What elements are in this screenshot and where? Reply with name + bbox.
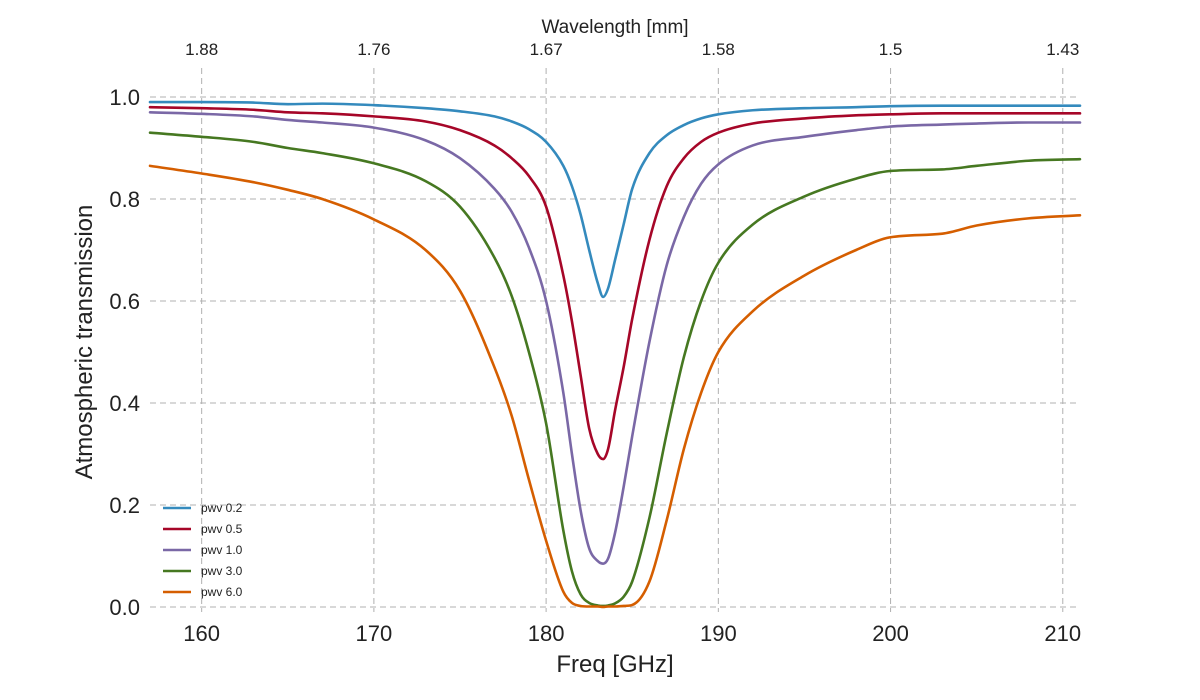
x-tick-label: 210: [1044, 621, 1081, 646]
x-tick-label: 180: [528, 621, 565, 646]
y-tick-label: 0.4: [109, 391, 140, 416]
tick-labels: 160 170 180 190 200 210 0.0 0.2 0.4 0.6 0.8 1.0 1.88…: [109, 40, 1081, 646]
y-tick-label: 0.6: [109, 289, 140, 314]
top-tick-label: 1.76: [357, 40, 390, 59]
x-axis-title: Freq [GHz]: [556, 651, 673, 678]
top-axis-title: Wavelength [mm]: [541, 17, 688, 38]
legend-label: pwv 0.5: [201, 522, 243, 536]
top-tick-label: 1.88: [185, 40, 218, 59]
y-axis-title: Atmospheric transmission: [71, 205, 98, 480]
legend: pwv 0.2 pwv 0.5 pwv 1.0 pwv 3.0 pwv 6.0: [163, 501, 243, 599]
series-line-2: [148, 105, 1082, 461]
legend-label: pwv 0.2: [201, 501, 243, 515]
x-tick-label: 190: [700, 621, 737, 646]
x-tick-label: 170: [356, 621, 393, 646]
y-tick-label: 0.2: [109, 493, 140, 518]
top-tick-label: 1.5: [879, 40, 903, 59]
top-tick-label: 1.43: [1046, 40, 1079, 59]
x-tick-label: 160: [183, 621, 220, 646]
legend-label: pwv 1.0: [201, 543, 243, 557]
legend-label: pwv 3.0: [201, 564, 243, 578]
y-tick-label: 0.8: [109, 187, 140, 212]
top-tick-label: 1.58: [702, 40, 735, 59]
series-line-3: [148, 111, 1082, 565]
y-tick-label: 0.0: [109, 595, 140, 620]
legend-label: pwv 6.0: [201, 585, 243, 599]
y-tick-label: 1.0: [109, 85, 140, 110]
series-line-5: [148, 164, 1082, 609]
series-line-1: [148, 100, 1082, 299]
series-lines: [148, 100, 1082, 609]
x-tick-label: 200: [872, 621, 909, 646]
top-tick-label: 1.67: [530, 40, 563, 59]
